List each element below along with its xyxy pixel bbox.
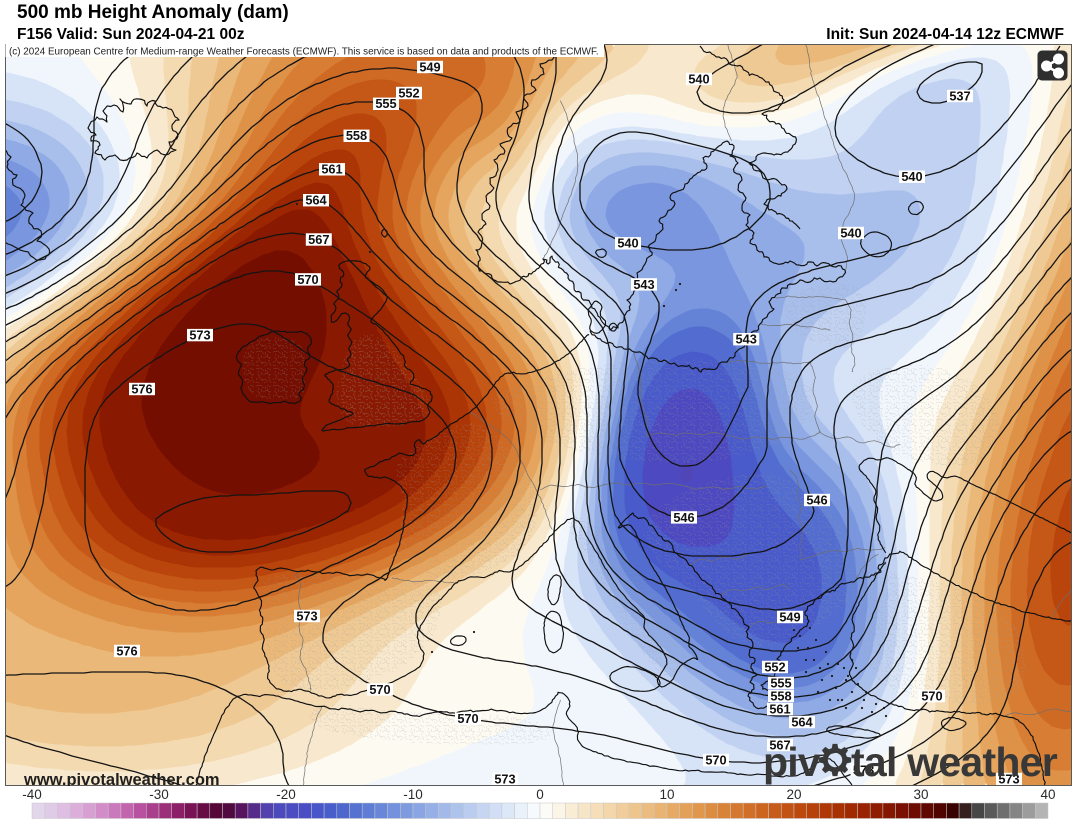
svg-text:552: 552 <box>764 659 785 674</box>
svg-text:573: 573 <box>998 771 1019 786</box>
svg-text:567: 567 <box>308 232 329 247</box>
svg-text:561: 561 <box>321 162 342 177</box>
svg-text:piv: piv <box>763 739 821 785</box>
svg-text:543: 543 <box>736 332 757 347</box>
svg-text:546: 546 <box>806 492 827 507</box>
svg-text:543: 543 <box>633 277 654 292</box>
svg-text:549: 549 <box>779 609 800 624</box>
svg-text:20: 20 <box>786 787 801 802</box>
svg-text:540: 540 <box>617 236 638 251</box>
svg-text:540: 540 <box>840 225 861 240</box>
svg-text:570: 570 <box>369 682 390 697</box>
svg-text:570: 570 <box>921 689 942 704</box>
svg-text:576: 576 <box>116 643 137 658</box>
svg-text:567: 567 <box>769 737 790 752</box>
svg-text:30: 30 <box>913 787 928 802</box>
svg-text:573: 573 <box>296 608 317 623</box>
svg-text:540: 540 <box>688 71 709 86</box>
svg-text:558: 558 <box>770 688 791 703</box>
svg-text:549: 549 <box>419 59 440 74</box>
svg-text:-40: -40 <box>22 787 42 802</box>
svg-text:576: 576 <box>131 381 152 396</box>
svg-text:0: 0 <box>536 787 544 802</box>
svg-text:(c) 2024 European Centre for M: (c) 2024 European Centre for Medium-rang… <box>9 47 599 58</box>
svg-text:573: 573 <box>853 762 874 777</box>
svg-text:573: 573 <box>494 771 515 786</box>
svg-text:570: 570 <box>705 753 726 768</box>
svg-text:-10: -10 <box>403 787 423 802</box>
svg-text:-30: -30 <box>149 787 169 802</box>
svg-text:555: 555 <box>770 675 791 690</box>
svg-text:40: 40 <box>1040 787 1055 802</box>
svg-text:537: 537 <box>949 88 970 103</box>
svg-text:570: 570 <box>297 272 318 287</box>
svg-text:561: 561 <box>769 701 790 716</box>
svg-text:555: 555 <box>375 96 396 111</box>
svg-text:573: 573 <box>189 328 210 343</box>
svg-text:tal weather: tal weather <box>851 739 1058 785</box>
svg-text:558: 558 <box>346 128 367 143</box>
svg-text:10: 10 <box>659 787 674 802</box>
svg-text:www.pivotalweather.com: www.pivotalweather.com <box>23 771 220 786</box>
svg-text:564: 564 <box>791 714 813 729</box>
svg-text:546: 546 <box>673 510 694 525</box>
svg-text:570: 570 <box>457 711 478 726</box>
svg-text:564: 564 <box>305 193 327 208</box>
svg-text:-20: -20 <box>276 787 296 802</box>
svg-text:552: 552 <box>398 85 419 100</box>
svg-text:540: 540 <box>901 169 922 184</box>
